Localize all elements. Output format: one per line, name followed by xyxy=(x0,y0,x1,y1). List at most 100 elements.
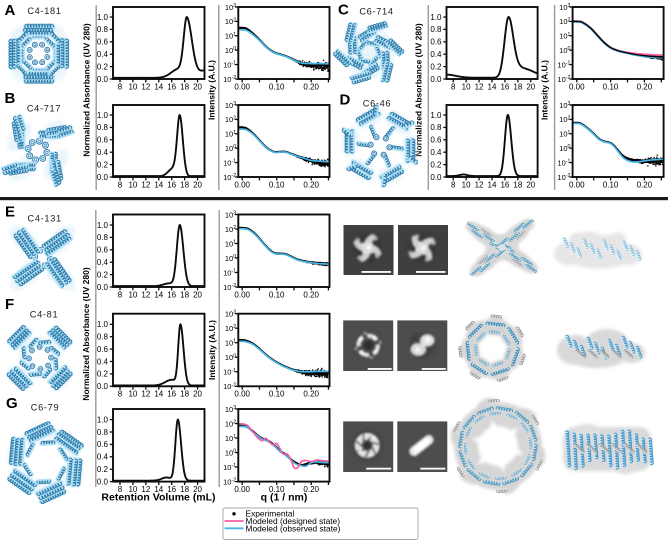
svg-text:14: 14 xyxy=(154,180,163,189)
svg-text:0.0: 0.0 xyxy=(97,283,109,292)
svg-text:16: 16 xyxy=(167,180,176,189)
svg-text:Normalized Absorbance (UV 280): Normalized Absorbance (UV 280) xyxy=(414,23,424,157)
svg-text:0.0: 0.0 xyxy=(430,75,442,84)
svg-text:0.2: 0.2 xyxy=(430,160,442,169)
svg-text:Experimental: Experimental xyxy=(246,508,295,518)
svg-text:1.0: 1.0 xyxy=(430,13,442,22)
svg-text:10: 10 xyxy=(462,82,471,91)
svg-text:8: 8 xyxy=(118,82,123,91)
svg-text:0.20: 0.20 xyxy=(637,82,653,91)
svg-text:10-2: 10-2 xyxy=(223,283,236,292)
svg-text:18: 18 xyxy=(180,390,189,399)
svg-text:0.20: 0.20 xyxy=(303,485,319,494)
svg-text:0.4: 0.4 xyxy=(97,148,109,157)
svg-text:0.2: 0.2 xyxy=(97,370,109,379)
svg-text:0.8: 0.8 xyxy=(430,123,442,132)
svg-text:0.00: 0.00 xyxy=(569,180,585,189)
svg-text:16: 16 xyxy=(500,82,509,91)
svg-text:102: 102 xyxy=(559,115,570,124)
svg-text:102: 102 xyxy=(225,324,236,333)
svg-text:101: 101 xyxy=(559,32,570,41)
svg-text:14: 14 xyxy=(154,390,163,399)
svg-text:18: 18 xyxy=(180,82,189,91)
svg-text:1.0: 1.0 xyxy=(97,111,109,120)
svg-text:10-1: 10-1 xyxy=(223,368,236,377)
svg-text:0.6: 0.6 xyxy=(97,136,109,145)
svg-text:101: 101 xyxy=(225,339,236,348)
svg-text:0.4: 0.4 xyxy=(430,50,442,59)
svg-text:0.00: 0.00 xyxy=(234,82,250,91)
svg-text:102: 102 xyxy=(225,419,236,428)
svg-text:102: 102 xyxy=(225,225,236,234)
svg-text:F: F xyxy=(5,296,14,313)
svg-text:0.10: 0.10 xyxy=(269,290,285,299)
svg-text:101: 101 xyxy=(225,130,236,139)
svg-text:1.0: 1.0 xyxy=(97,415,109,424)
svg-text:10-2: 10-2 xyxy=(557,173,570,182)
svg-text:12: 12 xyxy=(141,390,150,399)
svg-text:12: 12 xyxy=(141,180,150,189)
svg-text:10: 10 xyxy=(128,390,137,399)
svg-text:E: E xyxy=(5,204,15,221)
svg-text:C4-181: C4-181 xyxy=(27,6,61,16)
svg-text:12: 12 xyxy=(475,82,484,91)
svg-text:10-2: 10-2 xyxy=(223,173,236,182)
svg-text:101: 101 xyxy=(559,130,570,139)
svg-text:Retention Volume (mL): Retention Volume (mL) xyxy=(101,492,215,504)
svg-text:14: 14 xyxy=(488,82,497,91)
svg-text:0.00: 0.00 xyxy=(569,82,585,91)
svg-text:100: 100 xyxy=(225,353,236,362)
svg-text:0.0: 0.0 xyxy=(97,173,109,182)
svg-text:8: 8 xyxy=(118,485,123,494)
svg-text:14: 14 xyxy=(154,82,163,91)
svg-text:10-1: 10-1 xyxy=(223,158,236,167)
svg-text:1.0: 1.0 xyxy=(97,13,109,22)
svg-text:10: 10 xyxy=(128,180,137,189)
svg-text:10-2: 10-2 xyxy=(223,75,236,84)
svg-text:20: 20 xyxy=(193,485,202,494)
svg-text:0.0: 0.0 xyxy=(97,382,109,391)
svg-text:0.10: 0.10 xyxy=(269,485,285,494)
svg-text:0.0: 0.0 xyxy=(97,477,109,486)
svg-text:D: D xyxy=(340,92,351,109)
svg-text:100: 100 xyxy=(225,144,236,153)
svg-text:20: 20 xyxy=(193,290,202,299)
svg-text:16: 16 xyxy=(167,390,176,399)
svg-text:12: 12 xyxy=(141,290,150,299)
svg-text:0.00: 0.00 xyxy=(234,390,250,399)
svg-text:20: 20 xyxy=(526,82,535,91)
svg-text:C4-81: C4-81 xyxy=(30,310,59,320)
svg-text:0.10: 0.10 xyxy=(269,82,285,91)
svg-text:0.2: 0.2 xyxy=(97,160,109,169)
svg-text:10: 10 xyxy=(128,82,137,91)
svg-text:0.8: 0.8 xyxy=(97,233,109,242)
svg-text:0.8: 0.8 xyxy=(97,25,109,34)
svg-text:0.2: 0.2 xyxy=(97,62,109,71)
svg-text:10-2: 10-2 xyxy=(223,382,236,391)
svg-text:18: 18 xyxy=(180,290,189,299)
svg-text:103: 103 xyxy=(225,101,236,110)
svg-text:10-2: 10-2 xyxy=(223,477,236,486)
svg-text:0.6: 0.6 xyxy=(97,38,109,47)
svg-text:14: 14 xyxy=(488,180,497,189)
svg-text:18: 18 xyxy=(180,485,189,494)
svg-text:100: 100 xyxy=(225,46,236,55)
svg-text:10-2: 10-2 xyxy=(557,75,570,84)
svg-text:10: 10 xyxy=(462,180,471,189)
svg-text:Modeled (observed state): Modeled (observed state) xyxy=(246,523,341,533)
svg-text:1.0: 1.0 xyxy=(97,320,109,329)
svg-text:0.20: 0.20 xyxy=(303,82,319,91)
svg-text:103: 103 xyxy=(225,3,236,12)
svg-text:Modeled (designed state): Modeled (designed state) xyxy=(246,516,341,526)
svg-text:0.0: 0.0 xyxy=(430,173,442,182)
svg-text:B: B xyxy=(5,90,16,107)
svg-text:0.2: 0.2 xyxy=(97,465,109,474)
svg-text:103: 103 xyxy=(225,210,236,219)
svg-text:12: 12 xyxy=(141,82,150,91)
svg-text:Intensity (A.U.): Intensity (A.U.) xyxy=(207,60,217,120)
svg-text:C4-717: C4-717 xyxy=(27,104,61,114)
svg-text:0.4: 0.4 xyxy=(97,453,109,462)
svg-text:0.6: 0.6 xyxy=(97,246,109,255)
svg-text:12: 12 xyxy=(141,485,150,494)
svg-text:1.0: 1.0 xyxy=(97,221,109,230)
